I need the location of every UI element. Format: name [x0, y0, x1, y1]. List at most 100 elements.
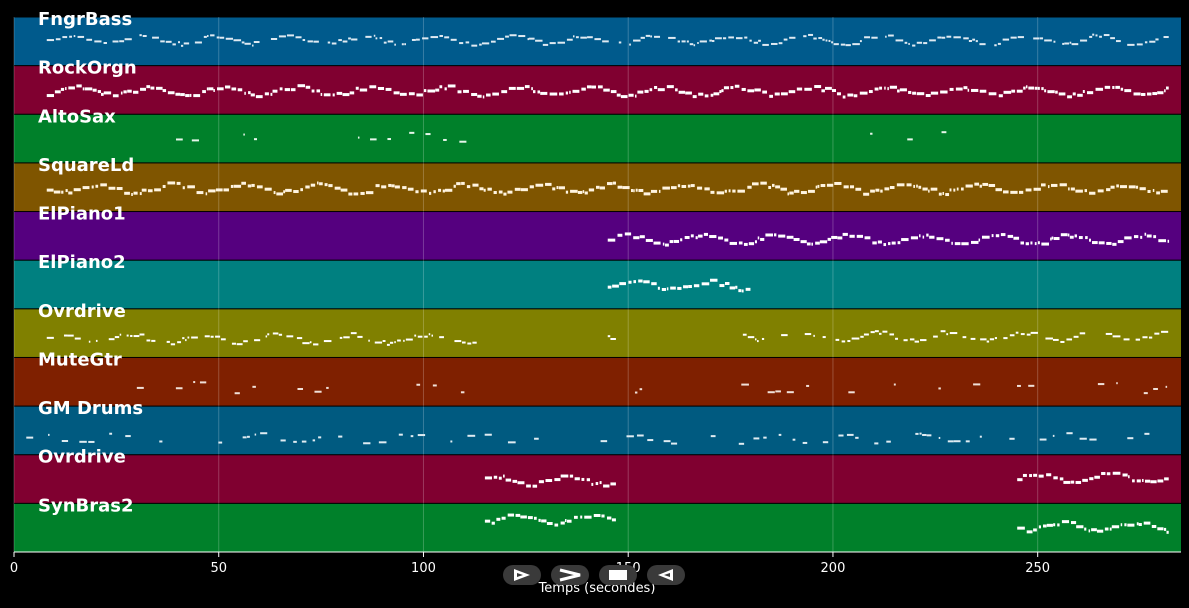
note-event — [760, 181, 767, 185]
note-event — [471, 93, 478, 97]
note-event — [248, 91, 251, 95]
note-event — [1089, 35, 1093, 38]
note-event — [697, 186, 703, 190]
note-event — [918, 185, 922, 189]
note-event — [365, 191, 374, 195]
x-tick-label: 0 — [10, 561, 18, 576]
note-event — [535, 183, 544, 187]
track-lane-7 — [14, 357, 1181, 406]
note-event — [1112, 335, 1121, 338]
note-event — [278, 333, 283, 336]
note-event — [176, 181, 181, 185]
note-event — [946, 333, 949, 336]
note-event — [654, 35, 661, 38]
note-event — [587, 36, 593, 39]
note-event — [747, 336, 755, 339]
note-event — [1141, 92, 1146, 96]
note-event — [833, 43, 839, 46]
note-event — [140, 87, 146, 91]
note-event — [888, 242, 891, 246]
note-event — [914, 340, 919, 343]
note-event — [1002, 38, 1010, 41]
play-button[interactable] — [503, 565, 541, 585]
note-event — [749, 39, 752, 42]
note-event — [941, 36, 946, 39]
fast-forward-button[interactable] — [551, 565, 589, 585]
note-event — [710, 278, 718, 282]
note-event — [193, 381, 196, 384]
note-event — [465, 41, 470, 44]
note-event — [403, 339, 405, 342]
note-event — [616, 93, 621, 97]
note-event — [565, 91, 568, 95]
note-event — [1030, 241, 1033, 245]
note-event — [941, 131, 947, 134]
stop-button[interactable] — [599, 565, 637, 585]
note-event — [114, 336, 120, 339]
note-event — [207, 34, 209, 37]
note-event — [974, 182, 980, 186]
note-event — [946, 35, 952, 38]
note-event — [723, 86, 730, 90]
note-event — [431, 334, 434, 337]
note-event — [399, 92, 407, 96]
note-event — [312, 439, 316, 442]
note-event — [572, 89, 580, 93]
note-event — [313, 40, 319, 43]
note-event — [743, 242, 748, 246]
note-event — [1127, 523, 1135, 527]
note-event — [1060, 340, 1065, 343]
note-event — [213, 88, 215, 92]
note-event — [978, 238, 981, 242]
note-event — [922, 433, 927, 436]
rewind-button[interactable] — [647, 565, 685, 585]
note-event — [1157, 527, 1164, 531]
note-event — [687, 184, 691, 188]
note-event — [369, 85, 377, 89]
note-event — [546, 522, 553, 526]
note-event — [928, 189, 930, 193]
note-event — [1158, 239, 1167, 243]
note-event — [922, 187, 928, 191]
note-event — [653, 241, 661, 245]
note-event — [607, 182, 613, 186]
note-event — [1115, 40, 1121, 43]
note-event — [60, 87, 65, 91]
note-event — [311, 89, 315, 93]
note-event — [937, 36, 942, 39]
note-event — [940, 330, 946, 333]
note-event — [554, 523, 559, 527]
note-event — [821, 89, 825, 93]
note-event — [577, 190, 583, 194]
x-tick-label: 250 — [1025, 561, 1050, 576]
note-event — [1061, 520, 1070, 524]
note-event — [654, 85, 658, 89]
note-event — [603, 484, 610, 488]
note-event — [1164, 477, 1169, 481]
note-event — [770, 42, 778, 45]
note-event — [178, 41, 180, 44]
note-event — [787, 192, 789, 196]
note-event — [1078, 236, 1083, 240]
note-event — [393, 91, 400, 95]
note-event — [1120, 87, 1124, 91]
track-labels: FngrBass RockOrgn AltoSax SquareLd ElPiano1 E… — [38, 9, 143, 516]
note-event — [388, 183, 392, 187]
note-event — [348, 192, 353, 196]
note-event — [724, 189, 727, 193]
note-event — [1112, 85, 1115, 89]
note-event — [703, 232, 708, 236]
note-event — [610, 338, 616, 340]
note-event — [324, 183, 328, 187]
note-event — [1028, 384, 1035, 387]
note-event — [747, 89, 755, 93]
note-event — [540, 91, 548, 95]
note-event — [834, 181, 842, 185]
note-event — [1094, 475, 1100, 479]
note-event — [88, 340, 91, 343]
note-event — [428, 333, 431, 336]
note-event — [599, 186, 605, 190]
note-event — [600, 440, 608, 443]
note-event — [26, 436, 34, 439]
note-event — [301, 440, 307, 443]
